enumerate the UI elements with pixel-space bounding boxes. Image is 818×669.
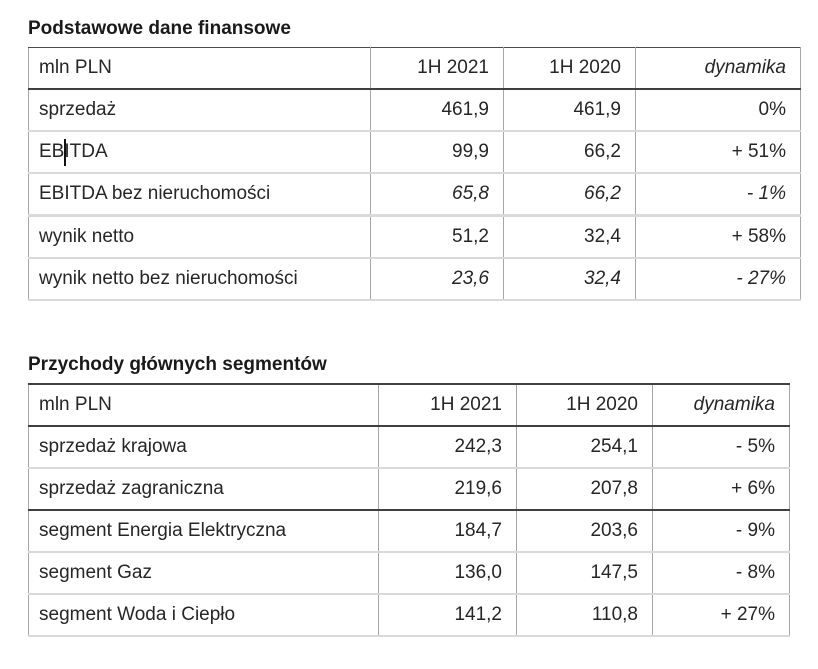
value-1h2021: 23,6 <box>370 258 504 300</box>
table-title-segment-revenues: Przychody głównych segmentów <box>28 354 327 375</box>
column-header-1h2021: 1H 2021 <box>370 47 504 89</box>
value-1h2020: 66,2 <box>503 173 636 216</box>
value-1h2020: 461,9 <box>503 89 636 131</box>
value-1h2021: 136,0 <box>378 552 517 594</box>
value-dynamika: - 9% <box>652 510 790 552</box>
value-1h2020: 147,5 <box>516 552 653 594</box>
value-1h2021: 99,9 <box>370 131 504 173</box>
value-dynamika: - 27% <box>635 258 801 300</box>
segment-revenues-section: Przychody głównych segmentów mln PLN 1H … <box>0 353 818 637</box>
row-label: segment Gaz <box>39 562 152 583</box>
row-label: segment Energia Elektryczna <box>39 520 287 541</box>
value-dynamika: - 8% <box>652 552 790 594</box>
basic-financials-table: mln PLN 1H 2021 1H 2020 dynamika sprzeda… <box>28 47 801 301</box>
header-row: mln PLN 1H 2021 1H 2020 dynamika <box>28 47 801 89</box>
table-row: wynik netto 51,2 32,4 + 58% <box>28 215 801 258</box>
value-1h2020: 203,6 <box>516 510 653 552</box>
table-row: sprzedaż 461,9 461,9 0% <box>28 89 801 131</box>
header-row: mln PLN 1H 2021 1H 2020 dynamika <box>28 384 790 426</box>
column-header-dynamika: dynamika <box>635 47 801 89</box>
segment-revenues-table: mln PLN 1H 2021 1H 2020 dynamika sprzeda… <box>28 383 790 637</box>
value-1h2021: 461,9 <box>370 89 504 131</box>
value-1h2020: 254,1 <box>516 426 653 468</box>
table-row: EBITDA 99,9 66,2 + 51% <box>28 131 801 173</box>
value-1h2021: 184,7 <box>378 510 517 552</box>
value-1h2020: 207,8 <box>516 468 653 510</box>
value-1h2021: 65,8 <box>370 173 504 216</box>
table-title-basic-financials: Podstawowe dane finansowe <box>28 18 291 39</box>
table-row: sprzedaż zagraniczna 219,6 207,8 + 6% <box>28 468 790 510</box>
value-dynamika: + 58% <box>635 215 801 258</box>
column-header-dynamika: dynamika <box>652 384 790 426</box>
row-label: segment Woda i Ciepło <box>39 604 236 625</box>
value-dynamika: - 1% <box>635 173 801 216</box>
column-header-1h2021: 1H 2021 <box>378 384 517 426</box>
column-header-unit: mln PLN <box>39 57 112 78</box>
row-label: sprzedaż zagraniczna <box>39 478 224 499</box>
value-1h2021: 242,3 <box>378 426 517 468</box>
value-dynamika: + 6% <box>652 468 790 510</box>
table-row: segment Energia Elektryczna 184,7 203,6- 9… <box>28 510 790 552</box>
row-label: EBITDA <box>29 131 371 173</box>
value-1h2021: 219,6 <box>378 468 517 510</box>
value-dynamika: + 51% <box>635 131 801 173</box>
row-label: EBITDA bez nieruchomości <box>39 183 271 204</box>
column-header-unit: mln PLN <box>39 394 112 415</box>
table-row: segment Gaz 136,0 147,5- 8% <box>28 552 790 594</box>
value-1h2020: 110,8 <box>516 594 653 636</box>
value-dynamika: 0% <box>635 89 801 131</box>
value-1h2021: 51,2 <box>370 215 504 258</box>
column-header-1h2020: 1H 2020 <box>516 384 653 426</box>
value-1h2021: 141,2 <box>378 594 517 636</box>
value-dynamika: + 27% <box>652 594 790 636</box>
text-cursor <box>64 139 66 166</box>
column-header-1h2020: 1H 2020 <box>503 47 636 89</box>
value-1h2020: 32,4 <box>503 215 636 258</box>
table-row: wynik netto bez nieruchomości 23,6 32,4- 2… <box>29 258 801 300</box>
value-1h2020: 32,4 <box>503 258 636 300</box>
row-label: sprzedaż krajowa <box>39 436 187 457</box>
value-1h2020: 66,2 <box>503 131 636 173</box>
table-row: segment Woda i Ciepło 141,2 110,8 + 27% <box>29 594 790 636</box>
basic-financials-section: Podstawowe dane finansowe mln PLN 1H 202… <box>0 0 818 301</box>
value-dynamika: - 5% <box>652 426 790 468</box>
table-row: EBITDA bez nieruchomości 65,8 66,2- 1% <box>28 173 801 216</box>
row-label: sprzedaż <box>39 99 117 120</box>
row-label: wynik netto bez nieruchomości <box>39 268 298 289</box>
row-label: wynik netto <box>39 226 135 247</box>
table-row: sprzedaż krajowa 242,3 254,1- 5% <box>28 426 790 468</box>
